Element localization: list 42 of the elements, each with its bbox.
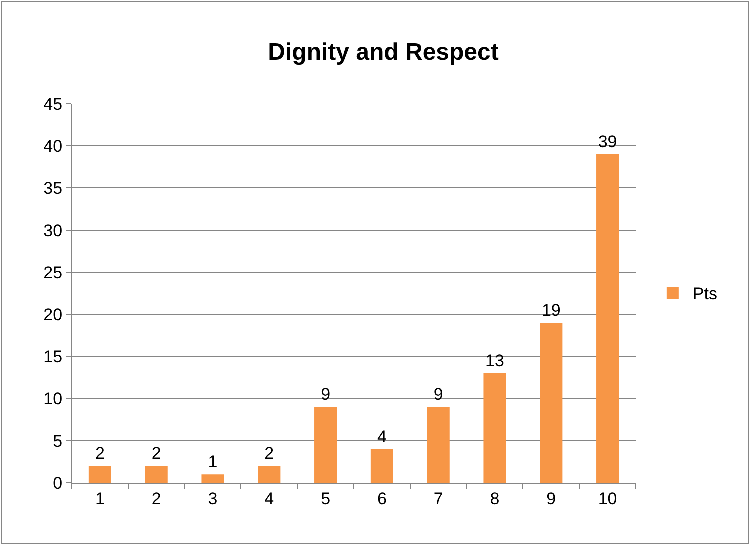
data-label: 4 — [377, 427, 387, 446]
y-tick-label: 20 — [44, 306, 63, 325]
x-tick-label: 10 — [598, 489, 618, 508]
x-tick-label: 4 — [264, 489, 274, 508]
legend-label: Pts — [692, 284, 718, 304]
y-tick-label: 35 — [44, 179, 63, 198]
y-tick-label: 10 — [44, 390, 63, 409]
data-label: 2 — [95, 444, 105, 464]
data-label: 1 — [208, 452, 218, 472]
chart-title: Dignity and Respect — [268, 39, 499, 66]
bar — [202, 474, 224, 483]
y-tick-label: 5 — [53, 432, 63, 451]
bar — [314, 407, 338, 483]
bar — [258, 466, 281, 483]
y-tick-label: 0 — [53, 474, 63, 493]
bar — [88, 466, 112, 483]
y-tick-label: 25 — [44, 263, 63, 282]
y-tick-label: 45 — [44, 94, 63, 114]
y-tick-label: 40 — [44, 137, 63, 156]
x-tick-label: 3 — [208, 489, 218, 508]
x-tick-label: 5 — [321, 489, 331, 508]
bar — [596, 154, 620, 483]
x-tick-label: 6 — [377, 489, 387, 508]
x-tick-label: 8 — [490, 489, 500, 508]
x-tick-label: 2 — [152, 489, 162, 508]
data-label: 2 — [264, 444, 274, 464]
data-label: 9 — [434, 385, 444, 404]
bar — [145, 466, 168, 483]
data-label: 9 — [321, 385, 331, 404]
x-tick-label: 1 — [95, 489, 105, 508]
y-tick-label: 15 — [44, 348, 63, 367]
x-tick-label: 7 — [434, 489, 444, 508]
data-label: 13 — [486, 352, 504, 371]
bar — [370, 449, 394, 483]
data-label: 19 — [542, 300, 561, 320]
y-tick-label: 30 — [44, 221, 63, 240]
bar — [427, 407, 450, 483]
data-label: 2 — [152, 444, 162, 464]
bar — [540, 322, 563, 483]
x-tick-label: 9 — [546, 489, 556, 508]
data-label: 39 — [598, 132, 618, 152]
bar — [484, 374, 506, 483]
